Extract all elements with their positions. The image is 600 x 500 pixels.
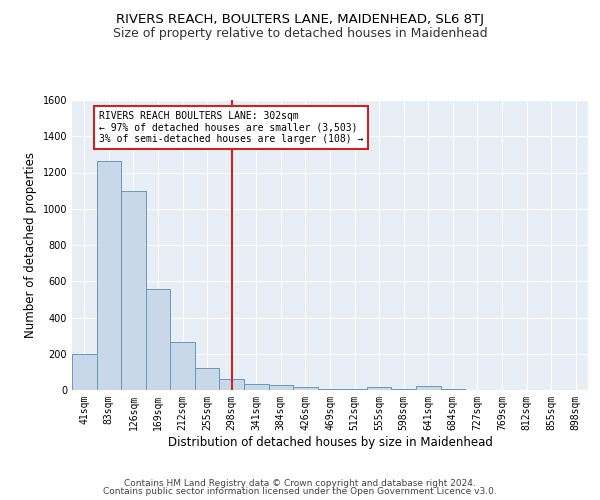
Bar <box>146 290 170 390</box>
Text: RIVERS REACH BOULTERS LANE: 302sqm
← 97% of detached houses are smaller (3,503)
: RIVERS REACH BOULTERS LANE: 302sqm ← 97%… <box>99 111 364 144</box>
Bar <box>416 386 440 390</box>
Text: Size of property relative to detached houses in Maidenhead: Size of property relative to detached ho… <box>113 28 487 40</box>
Bar <box>318 389 342 390</box>
Bar <box>121 190 146 390</box>
Bar <box>170 342 195 390</box>
Bar <box>269 385 293 390</box>
Bar <box>195 368 220 390</box>
X-axis label: Distribution of detached houses by size in Maidenhead: Distribution of detached houses by size … <box>167 436 493 448</box>
Bar <box>72 354 97 390</box>
Bar <box>220 379 244 390</box>
Text: Contains HM Land Registry data © Crown copyright and database right 2024.: Contains HM Land Registry data © Crown c… <box>124 478 476 488</box>
Bar <box>367 388 391 390</box>
Bar <box>293 386 318 390</box>
Bar <box>97 160 121 390</box>
Y-axis label: Number of detached properties: Number of detached properties <box>24 152 37 338</box>
Text: Contains public sector information licensed under the Open Government Licence v3: Contains public sector information licen… <box>103 487 497 496</box>
Bar <box>244 384 269 390</box>
Text: RIVERS REACH, BOULTERS LANE, MAIDENHEAD, SL6 8TJ: RIVERS REACH, BOULTERS LANE, MAIDENHEAD,… <box>116 12 484 26</box>
